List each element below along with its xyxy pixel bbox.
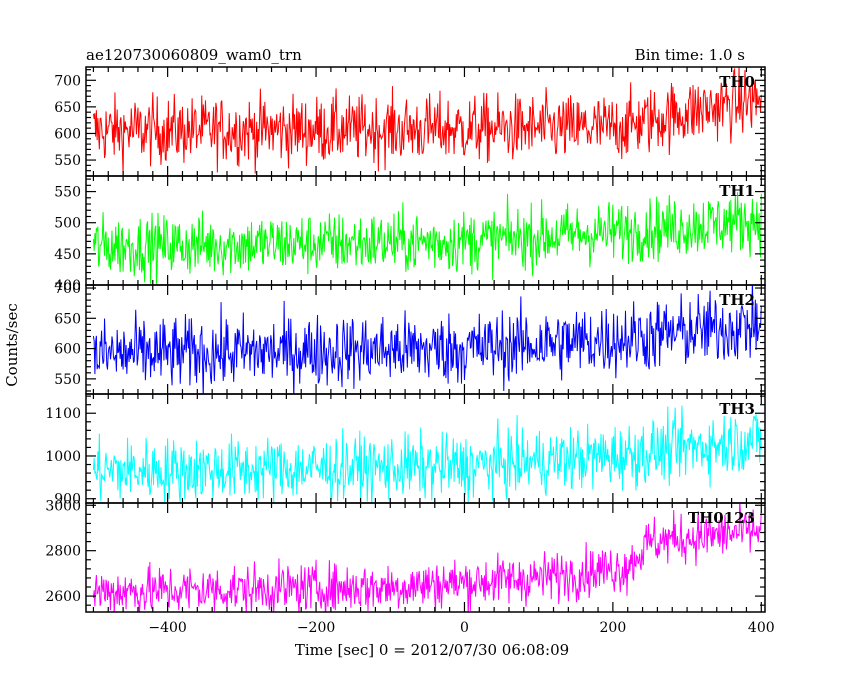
y-tick-label: 650 <box>54 311 81 327</box>
series-line-th3 <box>92 405 762 503</box>
panel-th0123: 2600 2800 3000 TH0123 <box>45 498 766 613</box>
y-axis-label: Counts/sec <box>3 303 21 387</box>
x-tick-label: 0 <box>460 620 469 636</box>
series-line-th0123 <box>92 503 762 612</box>
y-tick-label: 600 <box>54 342 81 358</box>
y-tick-label: 550 <box>54 185 81 201</box>
panel-label-th0: TH0 <box>719 73 755 91</box>
y-tick-label: 3000 <box>45 498 81 514</box>
series-line-th2 <box>92 285 762 394</box>
panel-th1: 400 450 500 550 TH1 <box>54 175 766 294</box>
panel-th3: 900 1000 1100 TH3 <box>45 393 766 508</box>
y-tick-label: 700 <box>54 281 81 297</box>
x-tick-label: 400 <box>748 620 775 636</box>
y-tick-label: 600 <box>54 126 81 142</box>
panel-th0: 550 600 650 700 TH0 <box>54 66 766 177</box>
x-tick-label: −200 <box>297 620 335 636</box>
series-line-th0 <box>92 67 762 175</box>
y-tick-label: 900 <box>54 492 81 508</box>
y-tick-label: 1000 <box>45 449 81 465</box>
series-line-th1 <box>92 192 762 285</box>
panel-label-th1: TH1 <box>719 182 755 200</box>
y-tick-label: 400 <box>54 278 81 294</box>
y-tick-label: 2800 <box>45 544 81 560</box>
panel-label-th2: TH2 <box>719 291 755 309</box>
x-tick-label: −400 <box>148 620 186 636</box>
x-axis-label: Time [sec] 0 = 2012/07/30 06:08:09 <box>295 641 569 659</box>
panel-label-th0123: TH0123 <box>688 509 755 527</box>
y-tick-label: 500 <box>54 216 81 232</box>
y-tick-label: 550 <box>54 153 81 169</box>
panel-th2: 550 600 650 700 TH2 <box>54 281 766 395</box>
x-tick-label: 200 <box>600 620 627 636</box>
panel-label-th3: TH3 <box>719 400 755 418</box>
plot-title: ae120730060809_wam0_trn <box>86 46 302 64</box>
y-tick-label: 700 <box>54 73 81 89</box>
y-tick-label: 2600 <box>45 589 81 605</box>
y-tick-label: 650 <box>54 100 81 116</box>
bin-time-label: Bin time: 1.0 s <box>635 46 745 64</box>
y-tick-label: 550 <box>54 372 81 388</box>
panel-frame <box>85 502 766 613</box>
y-tick-label: 1100 <box>45 406 81 422</box>
y-tick-label: 450 <box>54 247 81 263</box>
